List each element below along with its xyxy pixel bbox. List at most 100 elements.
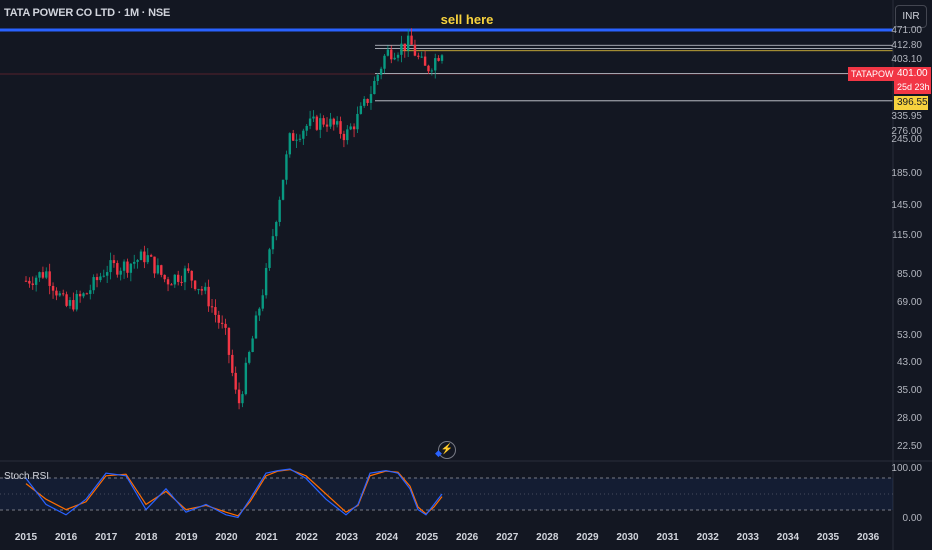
indicator-title[interactable]: Stoch RSI [4, 471, 50, 482]
candle-body [227, 327, 231, 355]
year-label: 2019 [175, 532, 198, 543]
candle-body [295, 139, 298, 141]
candle-body [291, 133, 295, 141]
price-tick: 85.00 [896, 269, 922, 280]
candle-body [396, 54, 400, 58]
candle-body [116, 263, 119, 275]
candle-body [129, 263, 133, 273]
candle-body [133, 261, 136, 264]
sell-here-annotation[interactable]: sell here [440, 12, 494, 27]
candle-body [197, 289, 200, 291]
candle-body [163, 274, 166, 280]
candle-body [393, 57, 396, 60]
year-label: 2029 [576, 532, 599, 543]
candle-body [224, 323, 227, 328]
candle-body [31, 283, 34, 285]
year-label: 2033 [736, 532, 759, 543]
price-tick: 471.00 [891, 25, 922, 36]
candle-body [122, 261, 126, 271]
year-label: 2021 [255, 532, 278, 543]
candle-body [390, 49, 393, 60]
candle-body [278, 199, 281, 222]
last-price-label: 401.00 [894, 67, 931, 81]
year-label: 2018 [135, 532, 158, 543]
symbol-title[interactable]: TATA POWER CO LTD · 1M · NSE [4, 7, 171, 19]
candle-body [268, 249, 271, 268]
year-label: 2022 [295, 532, 318, 543]
candle-body [403, 43, 406, 51]
candle-body [379, 68, 383, 75]
year-label: 2024 [375, 532, 399, 543]
candle-body [143, 251, 146, 263]
candle-body [156, 265, 160, 274]
candle-body [332, 118, 335, 125]
candle-body [119, 270, 122, 275]
lightning-icon[interactable]: ⚡ [438, 441, 456, 459]
candle-body [136, 260, 139, 262]
candle-body [319, 118, 322, 130]
candle-body [231, 354, 234, 373]
candle-body [34, 277, 38, 285]
price-tick: 245.00 [891, 134, 922, 145]
candle-body [72, 300, 75, 310]
candle-body [346, 129, 349, 141]
candle-body [51, 285, 55, 291]
candle-body [92, 277, 95, 291]
candle-body [315, 116, 319, 130]
candle-body [210, 306, 214, 308]
price-tick: 22.50 [896, 441, 922, 452]
year-label: 2016 [54, 532, 78, 543]
candle-body [322, 118, 325, 125]
candle-body [241, 394, 244, 404]
candle-body [261, 295, 264, 309]
blue-diamond-icon: ◆ [435, 448, 442, 458]
year-label: 2026 [455, 532, 479, 543]
candle-body [55, 290, 58, 296]
candle-body [302, 130, 305, 139]
candle-body [58, 293, 62, 296]
candle-body [423, 56, 427, 66]
candle-body [217, 314, 220, 323]
price-tick: 115.00 [892, 230, 922, 241]
candle-body [363, 98, 366, 106]
candle-body [146, 255, 149, 263]
price-tick: 69.00 [896, 297, 922, 308]
year-label: 2015 [14, 532, 38, 543]
candle-body [204, 286, 207, 291]
candle-body [102, 275, 105, 277]
currency-button[interactable]: INR [895, 5, 927, 28]
candle-body [170, 284, 173, 286]
candle-body [271, 236, 275, 250]
candle-body [339, 121, 342, 134]
year-label: 2036 [856, 532, 880, 543]
candle-body [41, 272, 45, 278]
candle-body [95, 277, 99, 281]
price-tick: 145.00 [891, 200, 922, 211]
candle-body [65, 294, 68, 306]
candle-body [85, 293, 89, 295]
candle-body [38, 272, 41, 278]
candle-body [275, 221, 278, 237]
candle-body [139, 251, 143, 261]
price-tick: 35.00 [896, 385, 922, 396]
candle-body [237, 389, 241, 404]
candle-body [288, 133, 292, 155]
candle-body [251, 338, 254, 353]
candle-body [48, 271, 51, 286]
candle-body [342, 133, 346, 141]
level-highlight-label: 396.55 [894, 96, 928, 110]
candle-body [78, 293, 82, 297]
year-label: 2027 [496, 532, 519, 543]
candle-body [173, 274, 177, 285]
candle-body [207, 286, 210, 307]
candle-body [359, 105, 363, 114]
candle-body [434, 58, 437, 71]
candle-body [437, 58, 440, 61]
year-label: 2035 [816, 532, 840, 543]
candle-body [376, 74, 379, 81]
candle-body [99, 276, 102, 281]
candle-body [440, 55, 444, 61]
year-label: 2032 [696, 532, 719, 543]
price-tick: 43.00 [896, 357, 922, 368]
